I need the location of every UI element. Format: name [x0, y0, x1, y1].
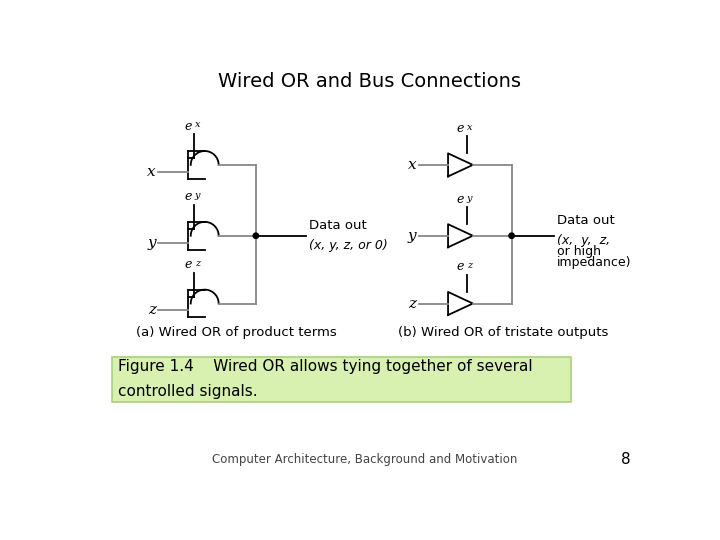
- Text: e: e: [457, 122, 464, 135]
- Text: Wired OR and Bus Connections: Wired OR and Bus Connections: [217, 72, 521, 91]
- Text: y: y: [148, 235, 156, 249]
- Text: z: z: [408, 296, 416, 310]
- Text: y: y: [408, 229, 416, 243]
- Text: z: z: [194, 259, 199, 268]
- Text: e: e: [185, 119, 192, 132]
- Text: or high: or high: [557, 245, 601, 258]
- Text: (b) Wired OR of tristate outputs: (b) Wired OR of tristate outputs: [398, 326, 609, 339]
- Text: impedance): impedance): [557, 256, 632, 269]
- Text: x: x: [148, 165, 156, 179]
- Text: x: x: [467, 123, 472, 132]
- Text: y: y: [194, 191, 200, 200]
- Text: y: y: [467, 194, 472, 202]
- Text: e: e: [457, 193, 464, 206]
- Text: (x, y, z, or 0): (x, y, z, or 0): [310, 239, 388, 252]
- Text: e: e: [185, 258, 192, 271]
- Text: Computer Architecture, Background and Motivation: Computer Architecture, Background and Mo…: [212, 453, 518, 465]
- Text: (a) Wired OR of product terms: (a) Wired OR of product terms: [137, 326, 337, 339]
- Circle shape: [509, 233, 514, 239]
- Text: e: e: [185, 191, 192, 204]
- Text: z: z: [467, 261, 472, 271]
- Text: x: x: [408, 158, 416, 172]
- Text: x: x: [194, 120, 200, 130]
- FancyBboxPatch shape: [112, 357, 570, 402]
- Text: e: e: [457, 260, 464, 273]
- Text: (x,  y,  z,: (x, y, z,: [557, 234, 611, 247]
- Text: 8: 8: [621, 451, 631, 467]
- Text: Data out: Data out: [557, 213, 615, 226]
- Circle shape: [253, 233, 258, 239]
- Text: z: z: [148, 303, 156, 318]
- Text: Figure 1.4    Wired OR allows tying together of several: Figure 1.4 Wired OR allows tying togethe…: [118, 359, 533, 374]
- Text: Data out: Data out: [310, 219, 367, 232]
- Text: controlled signals.: controlled signals.: [118, 384, 258, 399]
